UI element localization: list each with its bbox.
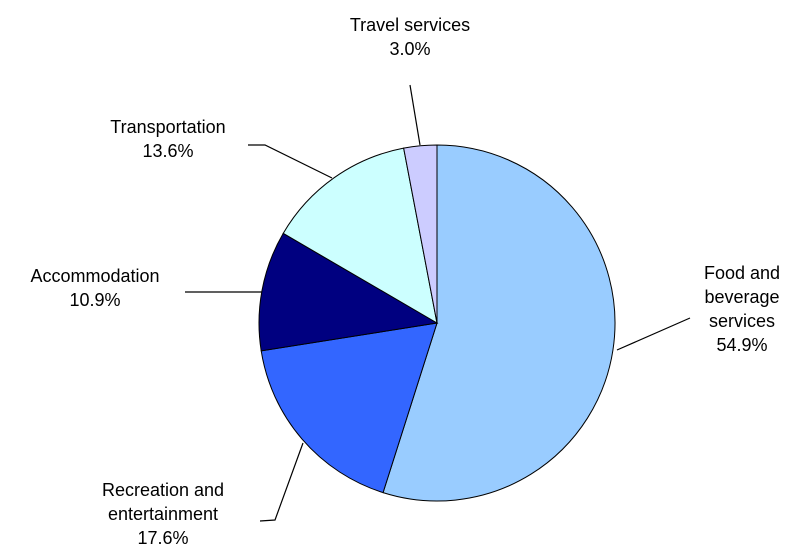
slice-category-label: Transportation (110, 117, 225, 137)
pie-slice (403, 144, 438, 324)
leader-lines (185, 84, 691, 522)
slice-category-label: services (709, 311, 775, 331)
slice-percent-label: 54.9% (716, 335, 767, 355)
slice-category-label: Recreation and (102, 480, 224, 500)
leader-line (259, 442, 304, 522)
slice-labels: Food and beverage services 54.9% Recreation … (30, 15, 780, 548)
slice-category-label: Food and (704, 263, 780, 283)
slice-category-label: Travel services (350, 15, 470, 35)
pie-slice (382, 144, 616, 502)
pie-slice (258, 232, 439, 352)
slice-percent-label: 17.6% (137, 528, 188, 548)
slice-percent-label: 13.6% (142, 141, 193, 161)
leader-line (409, 84, 421, 146)
pie-slices (258, 144, 616, 502)
slice-category-label: beverage (704, 287, 779, 307)
leader-line (248, 144, 333, 179)
pie-slice (260, 322, 438, 494)
slice-category-label: entertainment (108, 504, 218, 524)
leader-line (616, 317, 691, 351)
slice-category-label: Accommodation (30, 266, 159, 286)
pie-slice (282, 147, 438, 324)
slice-percent-label: 3.0% (389, 39, 430, 59)
slice-percent-label: 10.9% (69, 290, 120, 310)
